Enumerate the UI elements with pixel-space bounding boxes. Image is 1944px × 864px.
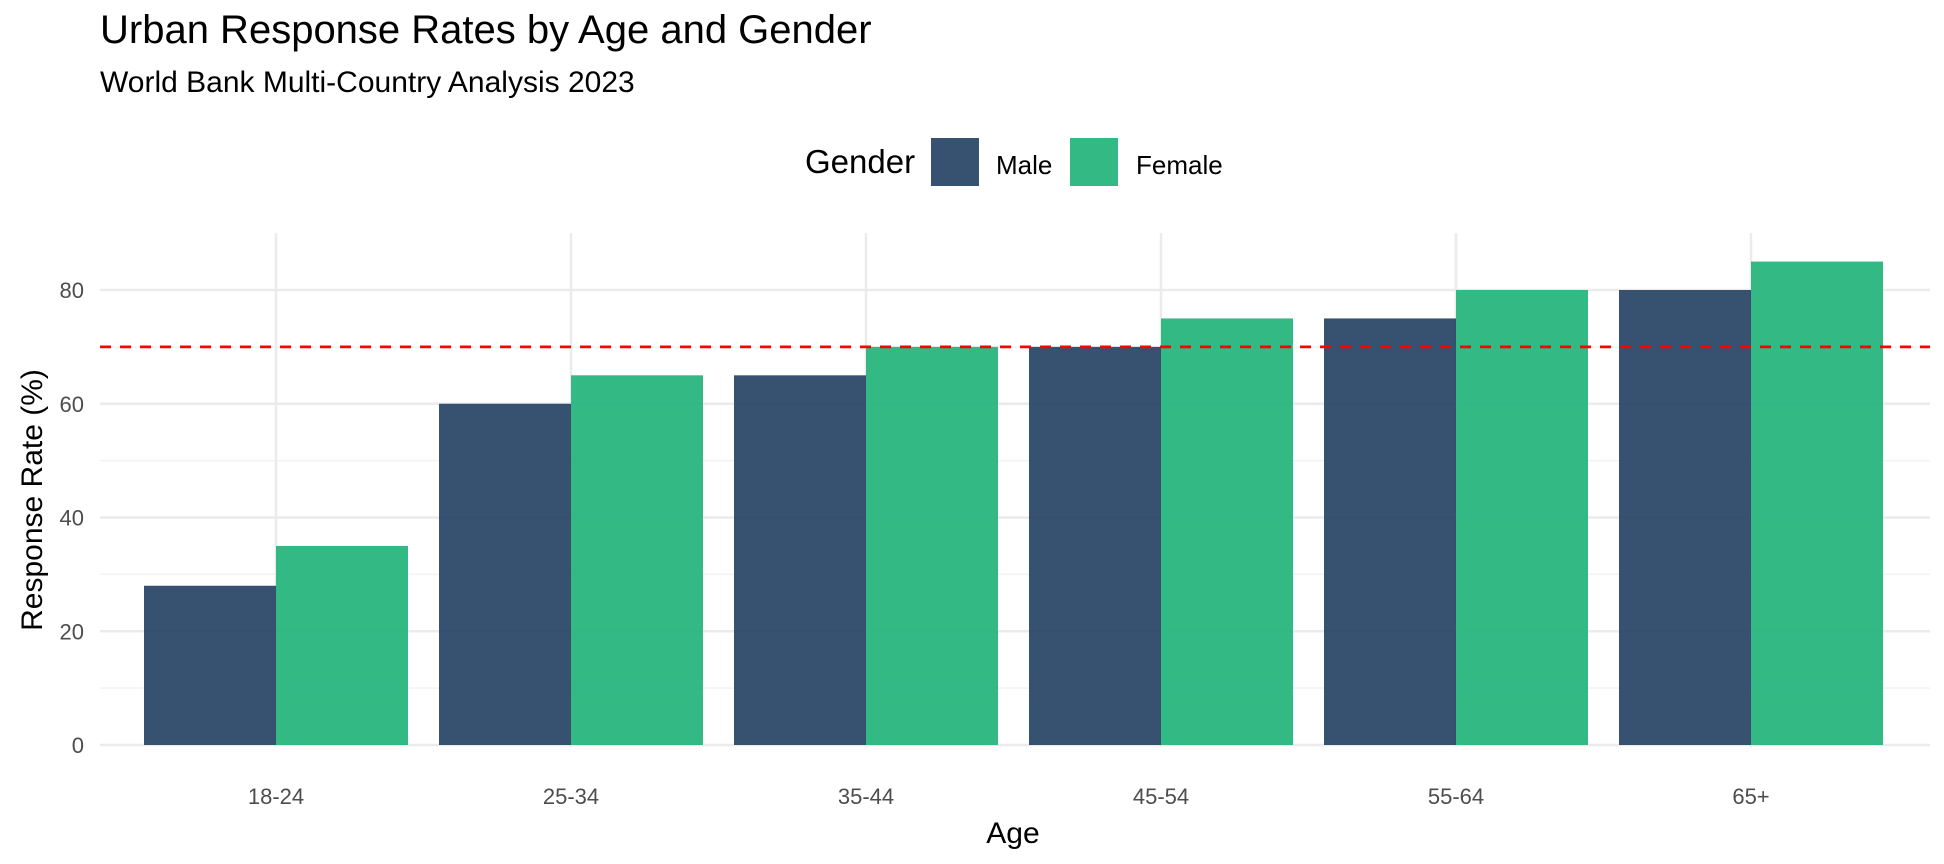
legend-key-male bbox=[931, 138, 979, 186]
x-axis-title: Age bbox=[986, 817, 1039, 850]
bar-male-55-64 bbox=[1324, 318, 1456, 745]
y-axis-title: Response Rate (%) bbox=[16, 369, 49, 631]
bar-female-18-24 bbox=[276, 545, 408, 745]
bar-male-35-44 bbox=[734, 375, 866, 745]
bar-male-65+ bbox=[1619, 290, 1751, 745]
bar-male-18-24 bbox=[144, 585, 276, 745]
y-tick-label: 0 bbox=[72, 733, 84, 758]
y-tick-label: 40 bbox=[60, 506, 84, 531]
bar-male-45-54 bbox=[1029, 346, 1161, 745]
x-tick-label: 35-44 bbox=[838, 784, 894, 809]
legend-key-female bbox=[1070, 138, 1118, 186]
x-tick-label: 18-24 bbox=[248, 784, 304, 809]
y-tick-label: 60 bbox=[60, 392, 84, 417]
x-tick-label: 55-64 bbox=[1428, 784, 1484, 809]
chart-title: Urban Response Rates by Age and Gender bbox=[100, 8, 872, 52]
bars bbox=[144, 261, 1883, 745]
chart-subtitle: World Bank Multi-Country Analysis 2023 bbox=[100, 66, 635, 99]
bar-male-25-34 bbox=[439, 403, 571, 745]
x-tick-label: 25-34 bbox=[543, 784, 599, 809]
y-tick-label: 20 bbox=[60, 619, 84, 644]
x-tick-label: 65+ bbox=[1732, 784, 1769, 809]
y-tick-labels: 0 20 40 60 80 bbox=[60, 278, 84, 758]
y-tick-label: 80 bbox=[60, 278, 84, 303]
legend: Gender Male Female bbox=[0, 137, 1944, 187]
bar-female-35-44 bbox=[866, 346, 998, 745]
bar-female-55-64 bbox=[1456, 290, 1588, 745]
legend-label-male: Male bbox=[996, 150, 1053, 180]
bar-female-25-34 bbox=[571, 375, 703, 745]
bar-female-45-54 bbox=[1161, 318, 1293, 745]
x-tick-label: 45-54 bbox=[1133, 784, 1189, 809]
legend-title: Gender bbox=[805, 143, 916, 180]
legend-label-female: Female bbox=[1136, 150, 1223, 180]
bar-female-65+ bbox=[1751, 261, 1883, 745]
x-tick-labels: 18-24 25-34 35-44 45-54 55-64 65+ bbox=[248, 784, 1770, 809]
